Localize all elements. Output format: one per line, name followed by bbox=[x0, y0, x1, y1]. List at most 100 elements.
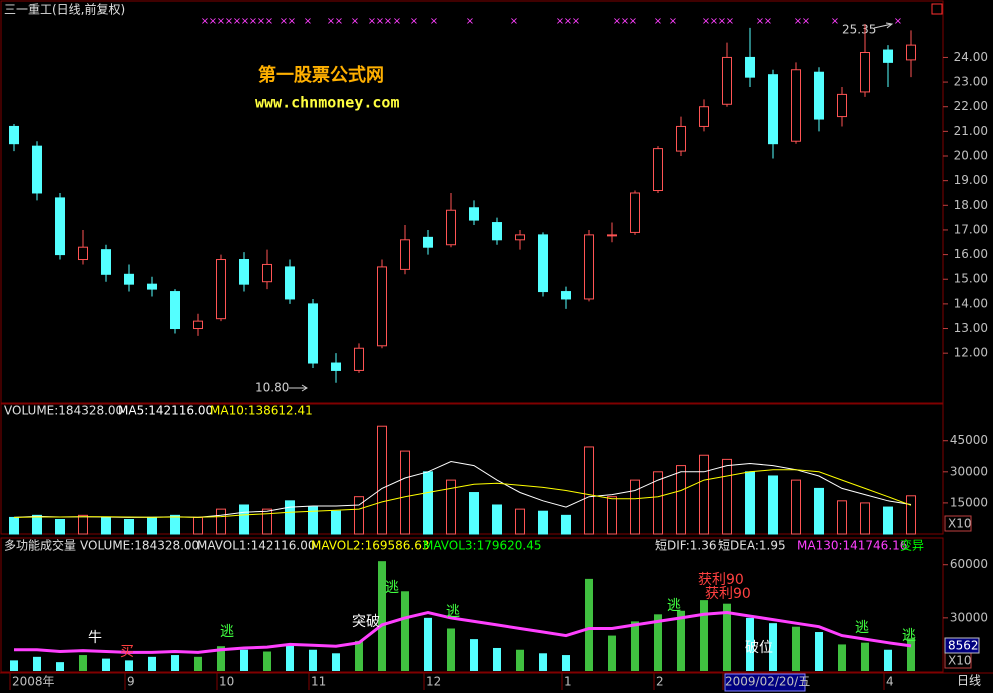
indicator-bar bbox=[654, 614, 662, 671]
indicator-bar bbox=[700, 600, 708, 671]
volume-bar bbox=[147, 516, 157, 535]
volume-bar bbox=[331, 510, 341, 535]
y-tick-label: 19.00 bbox=[954, 173, 988, 187]
high-label: 25.35 bbox=[842, 23, 876, 37]
signal-marker: × bbox=[572, 16, 580, 27]
x-tick-label: 11 bbox=[311, 675, 326, 689]
volume-bar bbox=[722, 458, 732, 535]
signal-annotation: 逃 bbox=[855, 620, 869, 636]
indicator-header: 短DIF:1.36 bbox=[655, 539, 717, 553]
indicator-bar bbox=[401, 591, 409, 671]
signal-annotation: 逃 bbox=[220, 624, 234, 640]
volume-bar bbox=[699, 454, 709, 535]
signal-marker: × bbox=[726, 16, 734, 27]
indicator-bar bbox=[585, 578, 593, 671]
volume-bar bbox=[469, 492, 479, 535]
indicator-bar bbox=[907, 638, 915, 671]
indicator-bar bbox=[493, 647, 501, 671]
indicator-title: 多功能成交量 bbox=[4, 538, 76, 553]
volume-bar bbox=[285, 500, 295, 535]
volume-bar bbox=[423, 471, 433, 535]
volume-bar bbox=[607, 496, 617, 535]
candle-body bbox=[262, 263, 272, 283]
signal-marker: × bbox=[280, 16, 288, 27]
x-tick-label: 2 bbox=[656, 675, 664, 689]
signal-marker: × bbox=[327, 16, 335, 27]
signal-marker: × bbox=[249, 16, 257, 27]
candle-body bbox=[239, 259, 249, 285]
signal-annotation: 牛 bbox=[88, 630, 102, 646]
volume-bar bbox=[446, 479, 456, 535]
volume-header: VOLUME:184328.00 bbox=[4, 404, 123, 418]
high-arrow bbox=[873, 22, 894, 29]
candle-body bbox=[170, 291, 180, 330]
y-tick-label: 24.00 bbox=[954, 50, 988, 64]
indicator-bar bbox=[516, 649, 524, 671]
y-tick-label: 12.00 bbox=[954, 346, 988, 360]
x-tick-label: 12 bbox=[426, 675, 441, 689]
watermark: 第一股票公式网 bbox=[258, 64, 384, 86]
candle-body bbox=[699, 106, 709, 127]
indicator-bar bbox=[424, 617, 432, 671]
candle-body bbox=[515, 234, 525, 241]
y-tick-label: 60000 bbox=[950, 557, 988, 571]
indicator-panel bbox=[0, 537, 944, 673]
candle-body bbox=[400, 239, 410, 270]
volume-bar bbox=[78, 514, 88, 535]
signal-marker: × bbox=[764, 16, 772, 27]
volume-bar bbox=[193, 516, 203, 535]
signal-marker: × bbox=[466, 16, 474, 27]
y-tick-label: 30000 bbox=[950, 610, 988, 624]
volume-bar bbox=[676, 465, 686, 535]
indicator-bar bbox=[608, 635, 616, 671]
low-arrow bbox=[289, 384, 308, 392]
signal-annotation: 逃 bbox=[385, 580, 399, 596]
signal-marker: × bbox=[288, 16, 296, 27]
candle-body bbox=[55, 197, 65, 256]
candle-body bbox=[722, 56, 732, 105]
y-tick-label: 13.00 bbox=[954, 321, 988, 335]
indicator-bar bbox=[792, 626, 800, 671]
indicator-bar bbox=[447, 628, 455, 671]
candle-body bbox=[9, 125, 19, 145]
signal-marker: × bbox=[257, 16, 265, 27]
candle-body bbox=[630, 192, 640, 233]
indicator-bar bbox=[10, 660, 18, 671]
indicator-bar bbox=[838, 644, 846, 671]
indicator-bar bbox=[539, 653, 547, 671]
signal-marker: × bbox=[376, 16, 384, 27]
indicator-bar bbox=[815, 632, 823, 671]
volume-bar bbox=[492, 504, 502, 535]
x-tick-label: 2009/02/20/五 bbox=[725, 675, 810, 689]
volume-bar bbox=[32, 514, 42, 535]
signal-annotation: 突破 bbox=[352, 614, 380, 630]
signal-marker: × bbox=[629, 16, 637, 27]
signal-annotation: 逃 bbox=[902, 628, 916, 644]
close-box[interactable] bbox=[931, 3, 943, 15]
indicator-bar bbox=[677, 610, 685, 671]
candle-body bbox=[538, 234, 548, 293]
signal-marker: × bbox=[217, 16, 225, 27]
candle-body bbox=[676, 125, 686, 152]
y-tick-label: 45000 bbox=[950, 433, 988, 447]
period-label: 日线 bbox=[957, 674, 981, 688]
candle-body bbox=[653, 148, 663, 192]
website: www.chnmoney.com bbox=[255, 94, 400, 112]
line-ma130 bbox=[14, 610, 912, 654]
y-tick-label: 22.00 bbox=[954, 99, 988, 113]
chart-title: 三一重工(日线,前复权) bbox=[4, 2, 125, 17]
indicator-header: VOLUME:184328.00 bbox=[80, 539, 199, 553]
candle-body bbox=[883, 49, 893, 63]
signal-marker: × bbox=[393, 16, 401, 27]
candle-body bbox=[469, 207, 479, 221]
indicator-bar bbox=[746, 617, 754, 671]
signal-marker: × bbox=[710, 16, 718, 27]
indicator-bar bbox=[79, 655, 87, 671]
signal-marker: × bbox=[564, 16, 572, 27]
candle-body bbox=[285, 266, 295, 300]
indicator-header: 变异 bbox=[900, 538, 924, 553]
signal-marker: × bbox=[384, 16, 392, 27]
